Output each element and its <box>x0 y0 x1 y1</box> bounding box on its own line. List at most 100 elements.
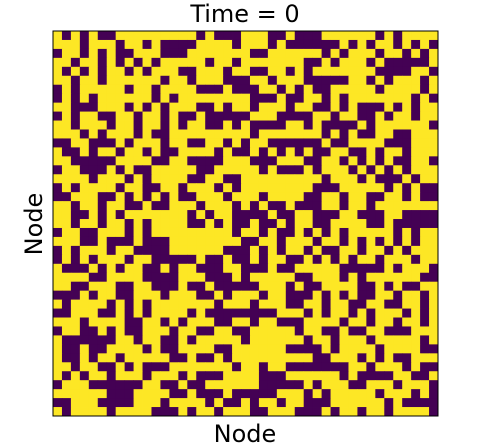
heatmap-cell <box>303 183 314 193</box>
heatmap-cell <box>142 129 152 139</box>
heatmap-cell <box>53 48 63 59</box>
heatmap-cell <box>375 236 385 247</box>
heatmap-cell <box>241 281 251 292</box>
heatmap-cell <box>321 353 331 363</box>
heatmap-cell <box>366 129 376 139</box>
heatmap-cell <box>97 31 108 41</box>
heatmap-cell <box>393 210 403 220</box>
heatmap-cell <box>79 192 90 202</box>
heatmap-cell <box>88 344 99 354</box>
heatmap-cell <box>53 192 63 202</box>
heatmap-cell <box>258 389 269 399</box>
heatmap-cell <box>285 227 296 238</box>
heatmap-cell <box>133 156 143 166</box>
heatmap-cell <box>348 165 358 175</box>
heatmap-cell <box>61 120 72 130</box>
heatmap-cell <box>384 227 394 238</box>
heatmap-cell <box>420 57 430 68</box>
heatmap-cell <box>384 156 394 166</box>
heatmap-cell <box>115 344 126 354</box>
heatmap-cell <box>106 272 117 283</box>
heatmap-cell <box>276 93 287 104</box>
heatmap-cell <box>321 66 331 77</box>
heatmap-cell <box>214 389 224 399</box>
heatmap-cell <box>249 39 260 50</box>
heatmap-cell <box>429 353 439 363</box>
heatmap-cell <box>249 398 260 408</box>
heatmap-cell <box>205 129 215 139</box>
heatmap-cell <box>178 353 188 363</box>
heatmap-cell <box>232 165 242 175</box>
heatmap-cell <box>196 371 206 381</box>
heatmap-cell <box>429 31 439 41</box>
heatmap-cell <box>169 129 179 139</box>
heatmap-cell <box>276 362 287 372</box>
heatmap-cell <box>169 174 179 184</box>
heatmap-cell <box>124 362 134 372</box>
heatmap-cell <box>384 174 394 184</box>
heatmap-cell <box>384 362 394 372</box>
heatmap-cell <box>330 407 340 417</box>
heatmap-cell <box>106 66 117 77</box>
heatmap-cell <box>70 120 81 130</box>
heatmap-cell <box>70 165 81 175</box>
heatmap-cell <box>330 210 340 220</box>
heatmap-cell <box>178 39 188 50</box>
heatmap-cell <box>348 156 358 166</box>
heatmap-cell <box>276 407 287 417</box>
heatmap-cell <box>366 371 376 381</box>
heatmap-cell <box>357 263 367 274</box>
heatmap-cell <box>330 317 340 327</box>
heatmap-cell <box>321 245 331 256</box>
heatmap-cell <box>160 263 170 274</box>
heatmap-cell <box>70 147 81 157</box>
heatmap-cell <box>97 111 108 121</box>
heatmap-cell <box>285 317 296 327</box>
heatmap-cell <box>88 48 99 59</box>
heatmap-cell <box>232 102 242 112</box>
heatmap-cell <box>160 174 170 184</box>
heatmap-cell <box>232 353 242 363</box>
heatmap-cell <box>142 201 152 211</box>
heatmap-cell <box>294 227 305 238</box>
heatmap-cell <box>312 129 323 139</box>
heatmap-cell <box>79 66 90 77</box>
heatmap-cell <box>241 129 251 139</box>
heatmap-cell <box>303 317 314 327</box>
heatmap-cell <box>214 227 224 238</box>
heatmap-cell <box>402 389 412 399</box>
heatmap-cell <box>196 219 206 229</box>
heatmap-cell <box>133 84 143 95</box>
heatmap-cell <box>151 57 161 68</box>
heatmap-cell <box>88 129 99 139</box>
heatmap-cell <box>366 31 376 41</box>
heatmap-cell <box>53 183 63 193</box>
heatmap-cell <box>205 75 215 86</box>
heatmap-cell <box>187 66 197 77</box>
heatmap-cell <box>106 39 117 50</box>
heatmap-cell <box>53 31 63 41</box>
heatmap-cell <box>160 245 170 256</box>
heatmap-cell <box>321 362 331 372</box>
heatmap-cell <box>267 281 278 292</box>
heatmap-cell <box>330 111 340 121</box>
heatmap-cell <box>366 201 376 211</box>
heatmap-cell <box>339 299 349 309</box>
heatmap-cell <box>223 201 233 211</box>
heatmap-cell <box>187 245 197 256</box>
heatmap-cell <box>214 299 224 309</box>
heatmap-cell <box>366 398 376 408</box>
heatmap-cell <box>411 326 421 336</box>
heatmap-cell <box>151 371 161 381</box>
heatmap-cell <box>402 335 412 345</box>
heatmap-cell <box>267 102 278 112</box>
heatmap-cell <box>321 31 331 41</box>
heatmap-cell <box>249 57 260 68</box>
heatmap-cell <box>241 192 251 202</box>
heatmap-cell <box>402 362 412 372</box>
heatmap-cell <box>249 183 260 193</box>
heatmap-cell <box>384 308 394 318</box>
heatmap-cell <box>258 344 269 354</box>
heatmap-cell <box>267 147 278 157</box>
heatmap-cell <box>187 129 197 139</box>
